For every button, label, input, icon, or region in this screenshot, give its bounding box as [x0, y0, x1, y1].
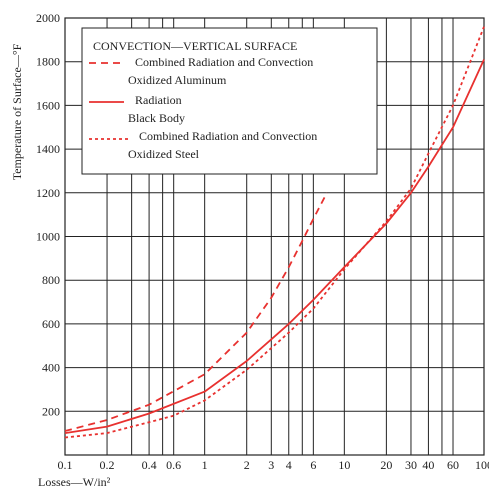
legend-box	[81, 27, 378, 175]
series-lines	[64, 26, 485, 439]
legend-entry-label: Combined Radiation and Convection	[139, 129, 317, 143]
x-tick-label: 3	[268, 458, 274, 472]
x-tick-label: 100	[475, 458, 489, 472]
legend: CONVECTION—VERTICAL SURFACE Combined Radi…	[81, 27, 378, 175]
x-tick-label: 0.1	[58, 458, 73, 472]
y-tick-label: 1400	[36, 142, 60, 156]
y-tick-label: 1200	[36, 186, 60, 200]
x-tick-label: 1	[202, 458, 208, 472]
x-tick-label: 2	[244, 458, 250, 472]
y-tick-label: 1600	[36, 98, 60, 112]
y-tick-label: 2000	[36, 11, 60, 25]
y-tick-label: 200	[42, 404, 60, 418]
x-tick-label: 4	[286, 458, 292, 472]
x-tick-label: 0.4	[142, 458, 157, 472]
legend-entry-sublabel: Black Body	[128, 111, 185, 125]
series-line-dashed	[64, 192, 328, 432]
y-tick-label: 600	[42, 317, 60, 331]
tick-labels: 0.1 0.2 0.4 0.6 1 2 34 6 10 20 30 40 60 100 200 400 600 8…	[36, 11, 489, 472]
legend-entry-sublabel: Oxidized Aluminum	[128, 73, 227, 87]
series-line-solid	[64, 59, 485, 434]
x-tick-label: 60	[447, 458, 459, 472]
x-axis-label: Losses—W/in²	[38, 475, 111, 489]
y-tick-label: 1000	[36, 230, 60, 244]
y-tick-label: 800	[42, 273, 60, 287]
y-tick-label: 400	[42, 361, 60, 375]
x-tick-label: 20	[380, 458, 392, 472]
legend-entry-label: Radiation	[135, 93, 182, 107]
x-tick-label: 40	[422, 458, 434, 472]
x-tick-label: 10	[338, 458, 350, 472]
legend-entry-sublabel: Oxidized Steel	[128, 147, 200, 161]
y-tick-label: 1800	[36, 55, 60, 69]
x-tick-label: 0.6	[166, 458, 181, 472]
series-line-dotted	[64, 26, 485, 439]
x-tick-label: 0.2	[100, 458, 115, 472]
legend-heading: CONVECTION—VERTICAL SURFACE	[93, 39, 297, 53]
legend-entry-label: Combined Radiation and Convection	[135, 55, 313, 69]
x-tick-label: 6	[310, 458, 316, 472]
y-axis-label: Temperature of Surface—°F	[10, 43, 24, 180]
x-tick-label: 30	[405, 458, 417, 472]
axis-labels: Losses—W/in² Temperature of Surface—°F	[10, 43, 111, 489]
